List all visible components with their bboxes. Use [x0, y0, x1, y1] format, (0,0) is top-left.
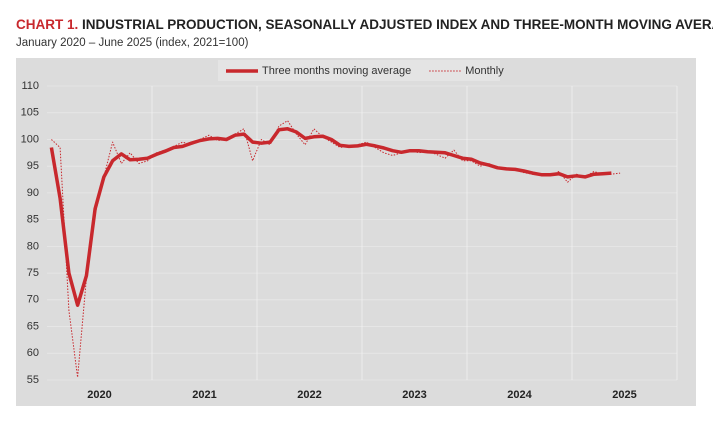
chart-title-text: INDUSTRIAL PRODUCTION, SEASONALLY ADJUST…	[82, 17, 713, 32]
y-tick-label: 70	[27, 294, 39, 306]
series-line	[51, 120, 621, 378]
legend-label: Three months moving average	[262, 65, 411, 77]
chart-subtitle: January 2020 – June 2025 (index, 2021=10…	[16, 37, 249, 49]
y-tick-label: 110	[21, 80, 39, 92]
y-tick-label: 75	[27, 267, 39, 279]
y-tick-label: 90	[27, 187, 39, 199]
x-tick-label: 2022	[297, 389, 321, 401]
plot-background	[16, 58, 696, 406]
x-tick-label: 2020	[87, 389, 111, 401]
x-tick-label: 2024	[507, 389, 532, 401]
chart-title: CHART 1. INDUSTRIAL PRODUCTION, SEASONAL…	[16, 17, 713, 32]
y-tick-label: 65	[27, 320, 39, 332]
y-tick-label: 95	[27, 160, 39, 172]
x-tick-label: 2021	[192, 389, 216, 401]
y-tick-label: 100	[21, 133, 39, 145]
y-tick-label: 55	[27, 374, 39, 386]
legend-label: Monthly	[465, 65, 504, 77]
chart-title-prefix: CHART 1.	[16, 17, 78, 32]
y-tick-label: 105	[21, 107, 39, 119]
y-tick-label: 80	[27, 240, 39, 252]
y-tick-label: 85	[27, 214, 39, 226]
y-tick-label: 60	[27, 347, 39, 359]
x-tick-label: 2023	[402, 389, 426, 401]
legend-box	[218, 60, 500, 81]
x-tick-label: 2025	[612, 389, 636, 401]
series-line	[49, 127, 612, 307]
